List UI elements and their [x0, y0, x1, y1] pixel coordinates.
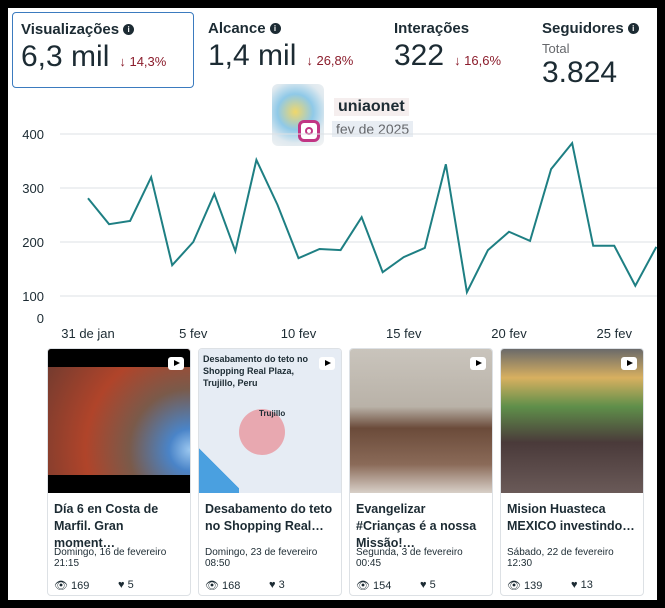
post-date: Domingo, 23 de fevereiro 08:50: [205, 547, 318, 569]
post-thumbnail[interactable]: [501, 349, 643, 493]
views-stat: 👁 169: [54, 579, 118, 592]
x-tick-label: 15 fev: [386, 326, 422, 341]
post-card[interactable]: Desabamento do teto no Shopping Real Pla…: [198, 348, 342, 596]
post-date: Domingo, 16 de fevereiro 21:15: [54, 547, 167, 569]
shares-stat: ➦ 0: [269, 595, 333, 596]
x-tick-label: 20 fev: [491, 326, 527, 341]
post-card[interactable]: Día 6 en Costa de Marfil. Gran moment… D…: [47, 348, 191, 596]
x-tick-label: 10 fev: [281, 326, 317, 341]
views-stat: 👁 168: [205, 579, 269, 592]
post-title[interactable]: Mision Huasteca MEXICO investindo…: [507, 502, 635, 533]
y-tick-label: 200: [22, 235, 44, 250]
metric-value: 322: [394, 39, 445, 72]
views-count: 168: [222, 580, 241, 592]
x-tick-label: 31 de jan: [61, 326, 115, 341]
comments-stat: ● 0: [205, 595, 269, 596]
metric-views[interactable]: Visualizações i 6,3 mil ↓ 14,3%: [12, 12, 194, 88]
instagram-icon: [298, 120, 320, 142]
heart-icon: ♥: [420, 579, 427, 591]
comment-icon: ●: [507, 595, 514, 596]
post-title[interactable]: Desabamento do teto no Shopping Real…: [205, 502, 333, 533]
views-count: 139: [524, 580, 543, 592]
metric-reach[interactable]: Alcance i 1,4 mil ↓ 26,8%: [200, 12, 380, 88]
metric-value: 3.824: [542, 56, 618, 89]
likes-count: 5: [429, 579, 436, 591]
info-icon[interactable]: i: [123, 24, 135, 35]
y-tick-label: 400: [22, 127, 44, 142]
metric-sub: Total: [542, 41, 570, 56]
post-date: Sábado, 22 de fevereiro 12:30: [507, 547, 614, 569]
metric-delta: ↓ 26,8%: [306, 53, 354, 68]
metric-label: Alcance: [208, 20, 266, 37]
eye-icon: 👁: [54, 580, 68, 592]
x-tick-label: 25 fev: [597, 326, 633, 341]
y-tick-label: 0: [37, 311, 44, 326]
comments-count: 0: [215, 595, 221, 596]
thumb-city: Trujillo: [259, 409, 286, 418]
comment-icon: ●: [205, 595, 212, 596]
likes-stat: ♥ 5: [420, 579, 484, 592]
y-tick-label: 100: [22, 289, 44, 304]
likes-count: 13: [580, 579, 593, 591]
heart-icon: ♥: [118, 579, 125, 591]
metric-label: Interações: [394, 20, 470, 37]
likes-count: 3: [278, 579, 285, 591]
metric-value: 6,3 mil: [21, 40, 110, 73]
comments-count: 0: [517, 595, 523, 596]
comments-stat: ● 0: [356, 595, 420, 596]
shares-stat: ➦ 0: [571, 595, 635, 596]
metric-interactions[interactable]: Interações 322 ↓ 16,6%: [386, 12, 536, 88]
post-thumbnail[interactable]: [350, 349, 492, 493]
likes-stat: ♥ 5: [118, 579, 182, 592]
post-title[interactable]: Día 6 en Costa de Marfil. Gran moment…: [54, 502, 159, 550]
post-date: Segunda, 3 de fevereiro 00:45: [356, 547, 463, 569]
likes-stat: ♥ 3: [269, 579, 333, 592]
post-thumbnail[interactable]: [48, 349, 190, 493]
info-icon[interactable]: i: [269, 23, 281, 34]
eye-icon: 👁: [205, 580, 219, 592]
insights-page: Visualizações i 6,3 mil ↓ 14,3% Alcance i 1…: [8, 8, 657, 600]
comments-count: 0: [64, 595, 70, 596]
album-icon: [621, 357, 637, 370]
metric-value: 1,4 mil: [208, 39, 297, 72]
views-count: 169: [71, 580, 90, 592]
video-icon: [470, 357, 486, 370]
comments-count: 0: [366, 595, 372, 596]
post-card[interactable]: Evangelizar #Crianças é a nossa Missão!……: [349, 348, 493, 596]
metric-delta: ↓ 14,3%: [119, 54, 167, 69]
x-tick-label: 5 fev: [179, 326, 208, 341]
post-thumbnail[interactable]: Desabamento do teto no Shopping Real Pla…: [199, 349, 341, 493]
comment-icon: ●: [356, 595, 363, 596]
views-stat: 👁 139: [507, 579, 571, 592]
video-icon: [319, 357, 335, 370]
metric-label: Seguidores: [542, 20, 624, 37]
eye-icon: 👁: [507, 580, 521, 592]
video-icon: [168, 357, 184, 370]
info-icon[interactable]: i: [627, 23, 639, 34]
views-count: 154: [373, 580, 392, 592]
post-title[interactable]: Evangelizar #Crianças é a nossa Missão!…: [356, 502, 477, 550]
heart-icon: ♥: [269, 579, 276, 591]
views-series-line: [87, 140, 657, 296]
post-card[interactable]: Mision Huasteca MEXICO investindo… Sábad…: [500, 348, 644, 596]
comment-icon: ●: [54, 595, 61, 596]
comments-stat: ● 0: [507, 595, 571, 596]
thumb-caption: Desabamento do teto no Shopping Real Pla…: [203, 354, 309, 388]
profile-name: uniaonet: [334, 98, 409, 116]
shares-stat: ➦ 0: [118, 595, 182, 596]
views-stat: 👁 154: [356, 579, 420, 592]
comments-stat: ● 0: [54, 595, 118, 596]
shares-stat: ➦ 0: [420, 595, 484, 596]
heart-icon: ♥: [571, 579, 578, 591]
metric-followers[interactable]: Seguidores i Total 3.824: [534, 12, 654, 89]
y-tick-label: 300: [22, 181, 44, 196]
likes-count: 5: [127, 579, 134, 591]
likes-stat: ♥ 13: [571, 579, 635, 592]
profile-period: fev de 2025: [332, 121, 414, 137]
metric-delta: ↓ 16,6%: [454, 53, 502, 68]
eye-icon: 👁: [356, 580, 370, 592]
metric-label: Visualizações: [21, 21, 120, 38]
